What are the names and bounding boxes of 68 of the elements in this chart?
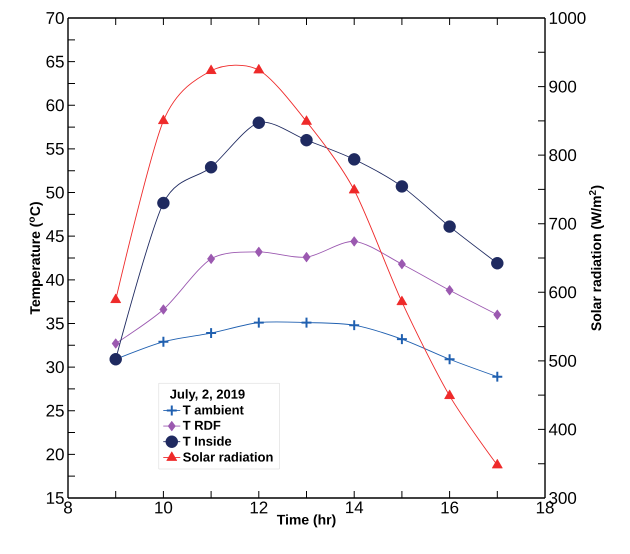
y-tick-label: 30: [46, 361, 64, 374]
point: [491, 257, 504, 270]
y2-tick-label: 500: [549, 354, 576, 367]
x-tick-label: 16: [441, 502, 458, 514]
y2-tick-label: 700: [549, 218, 576, 230]
x-axis-title: Time (hr): [276, 514, 336, 528]
legend-label: T RDF: [182, 420, 220, 430]
point: [252, 116, 266, 129]
y2-tick-label: 400: [548, 423, 576, 436]
legend-label: T Inside: [182, 436, 232, 446]
point: [254, 246, 263, 258]
point: [444, 353, 456, 366]
point: [348, 153, 360, 166]
point: [157, 196, 170, 210]
y2-tick-label: 600: [549, 286, 576, 298]
point: [348, 319, 360, 332]
point: [300, 316, 312, 329]
x-tick-label: 12: [250, 502, 268, 514]
point: [204, 161, 218, 174]
legend-label: Solar radiation: [183, 452, 273, 462]
x-tick-label: 14: [346, 502, 364, 514]
point: [491, 370, 504, 383]
point: [157, 336, 170, 348]
y2-tick-label: 800: [549, 149, 576, 162]
y-tick-label: 35: [46, 317, 64, 330]
point: [302, 252, 310, 262]
y-axis-title: Temperature ($^{o}$C): [29, 202, 43, 314]
y-tick-label: 45: [46, 230, 64, 242]
point: [350, 236, 358, 247]
point: [300, 134, 313, 146]
point: [253, 64, 264, 74]
y-tick-label: 65: [46, 56, 64, 68]
y2-tick-label: 1000: [550, 12, 586, 24]
y-tick-label: 55: [46, 142, 64, 155]
point: [493, 309, 502, 320]
point: [301, 115, 312, 125]
x-tick-label: 8: [64, 502, 72, 514]
point: [396, 296, 408, 306]
y2-axis-title: Solar radiation (W/m$^{2}$): [589, 186, 604, 331]
point: [348, 184, 360, 194]
point: [443, 220, 456, 233]
point: [492, 458, 503, 468]
point: [207, 254, 216, 264]
point: [444, 390, 456, 400]
point: [252, 316, 265, 329]
point: [112, 338, 120, 349]
y2-tick-label: 900: [549, 80, 576, 93]
point: [110, 294, 122, 304]
point: [396, 333, 408, 346]
y-tick-label: 25: [46, 404, 64, 417]
y-tick-label: 70: [46, 12, 64, 24]
legend-title: July, 2, 2019: [170, 389, 245, 402]
point: [205, 327, 218, 340]
point: [396, 180, 408, 193]
legend-label: T ambient: [182, 405, 244, 415]
point: [446, 285, 454, 296]
y2-tick-label: 300: [549, 492, 576, 504]
y-tick-label: 15: [46, 492, 64, 504]
point: [158, 114, 169, 124]
point: [398, 258, 406, 270]
y-tick-label: 40: [46, 274, 64, 286]
x-tick-label: 10: [155, 502, 172, 514]
x-tick-label: 18: [536, 502, 554, 514]
point: [206, 64, 217, 74]
y-tick-label: 60: [46, 99, 64, 112]
y-tick-label: 20: [46, 448, 64, 460]
point: [159, 304, 168, 315]
y-tick-label: 50: [46, 186, 64, 199]
